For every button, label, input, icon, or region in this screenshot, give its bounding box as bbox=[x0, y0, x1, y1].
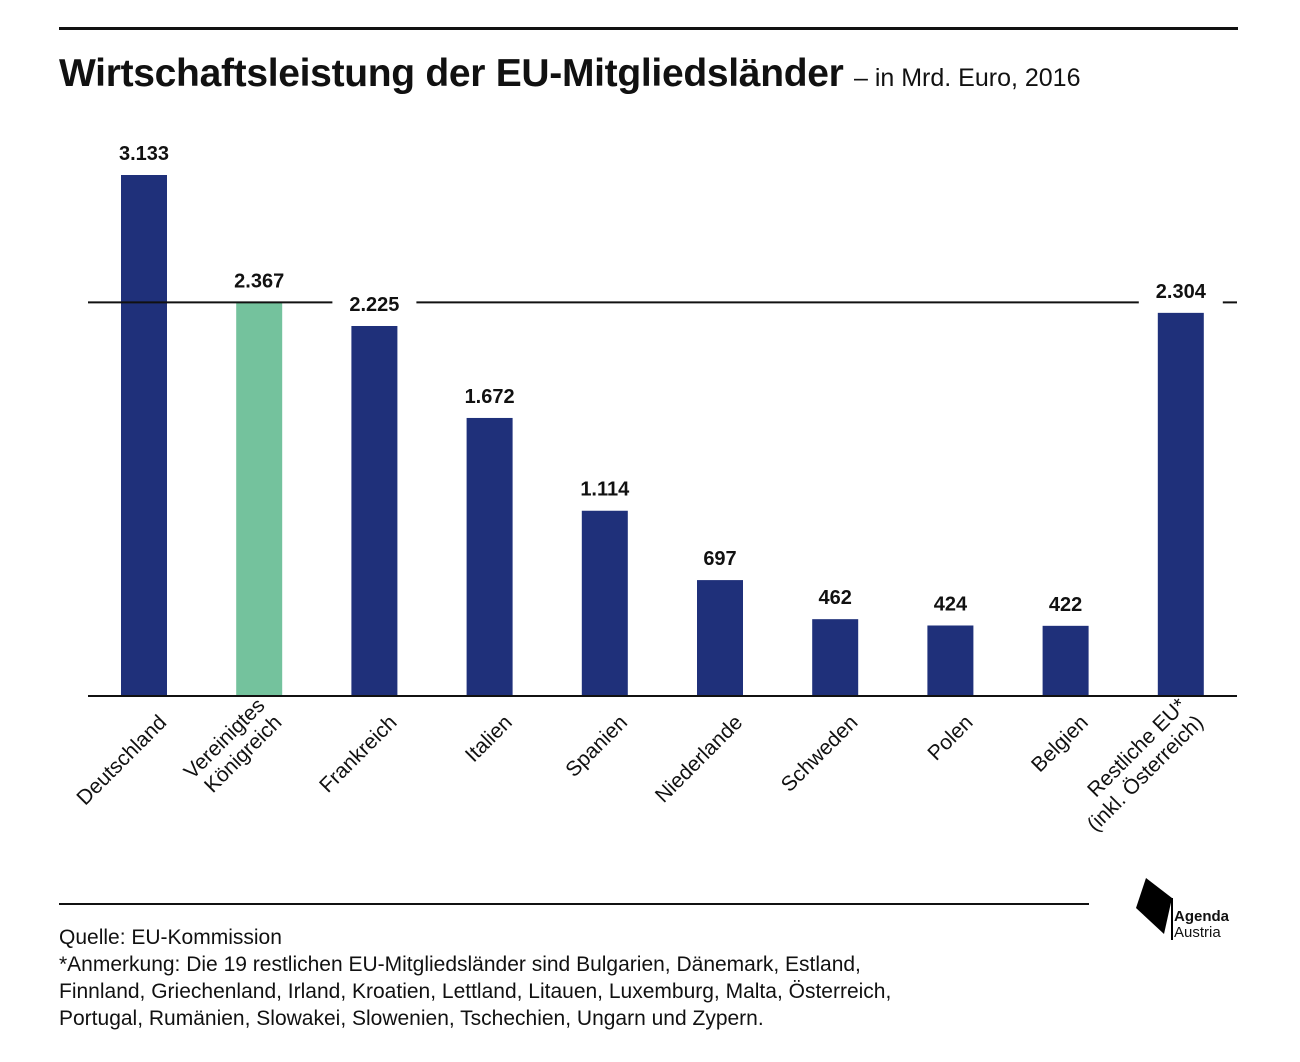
logo-text-line2: Austria bbox=[1174, 924, 1221, 941]
bar bbox=[121, 175, 167, 696]
agenda-austria-logo: Agenda Austria bbox=[1134, 876, 1244, 946]
bar bbox=[466, 417, 513, 696]
annotation-line: *Anmerkung: Die 19 restlichen EU-Mitglie… bbox=[59, 953, 861, 976]
data-label: 1.672 bbox=[465, 386, 515, 408]
x-tick-label-line: Italien bbox=[461, 711, 517, 767]
data-label: 697 bbox=[703, 548, 736, 570]
x-tick-label-line: Deutschland bbox=[72, 711, 171, 810]
chart-title: Wirtschaftsleistung der EU-Mitgliedsländ… bbox=[59, 52, 844, 95]
bar-chart: 3.133 2.367 2.225 1.672 1.114 697 462 424 422 2.3… bbox=[72, 143, 1237, 836]
x-tick-label: Niederlande bbox=[651, 711, 747, 807]
x-tick-label-line: Spanien bbox=[561, 711, 632, 782]
annotation-line: Finnland, Griechenland, Irland, Kroatien… bbox=[59, 980, 892, 1003]
data-label: 422 bbox=[1049, 594, 1082, 616]
data-label: 3.133 bbox=[119, 143, 169, 165]
x-tick-label: Restliche EU*(inkl. Österreich) bbox=[1083, 694, 1208, 836]
chart-subtitle: – in Mrd. Euro, 2016 bbox=[853, 64, 1081, 92]
footer-notes: Quelle: EU-Kommission *Anmerkung: Die 19… bbox=[59, 924, 1119, 1032]
x-tick-label: Polen bbox=[923, 711, 977, 765]
bar bbox=[812, 619, 859, 696]
x-tick-label-line: Belgien bbox=[1027, 711, 1093, 777]
bar bbox=[697, 580, 743, 696]
bar bbox=[236, 302, 283, 696]
bar bbox=[1042, 625, 1089, 696]
agenda-austria-logo-icon bbox=[1136, 878, 1173, 940]
footer-rule bbox=[59, 903, 1089, 905]
top-rule bbox=[59, 27, 1238, 30]
x-tick-label-line: Schweden bbox=[777, 711, 863, 797]
bar bbox=[1157, 312, 1204, 696]
bar bbox=[581, 510, 628, 696]
chart-heading: Wirtschaftsleistung der EU-Mitgliedsländ… bbox=[59, 52, 1080, 96]
x-tick-label-line: Niederlande bbox=[651, 711, 747, 807]
source-note: Quelle: EU-Kommission bbox=[59, 926, 282, 949]
x-tick-label: Deutschland bbox=[72, 711, 171, 810]
x-tick-label-line: Polen bbox=[923, 711, 977, 765]
bar bbox=[927, 625, 974, 696]
data-label: 424 bbox=[934, 593, 968, 615]
data-label: 2.225 bbox=[349, 294, 399, 316]
x-tick-label: Frankreich bbox=[315, 711, 401, 797]
x-tick-label: Belgien bbox=[1027, 711, 1093, 777]
data-label: 2.367 bbox=[234, 270, 284, 292]
annotation-line: Portugal, Rumänien, Slowakei, Slowenien,… bbox=[59, 1007, 764, 1030]
data-label: 462 bbox=[819, 587, 852, 609]
data-label: 2.304 bbox=[1156, 281, 1207, 303]
x-tick-label-line: Frankreich bbox=[315, 711, 401, 797]
logo-text-line1: Agenda bbox=[1174, 908, 1230, 925]
x-tick-label: Italien bbox=[461, 711, 517, 767]
bar bbox=[351, 325, 398, 696]
x-tick-label: Spanien bbox=[561, 711, 632, 782]
data-label: 1.114 bbox=[580, 479, 630, 501]
x-tick-label: Schweden bbox=[777, 711, 863, 797]
